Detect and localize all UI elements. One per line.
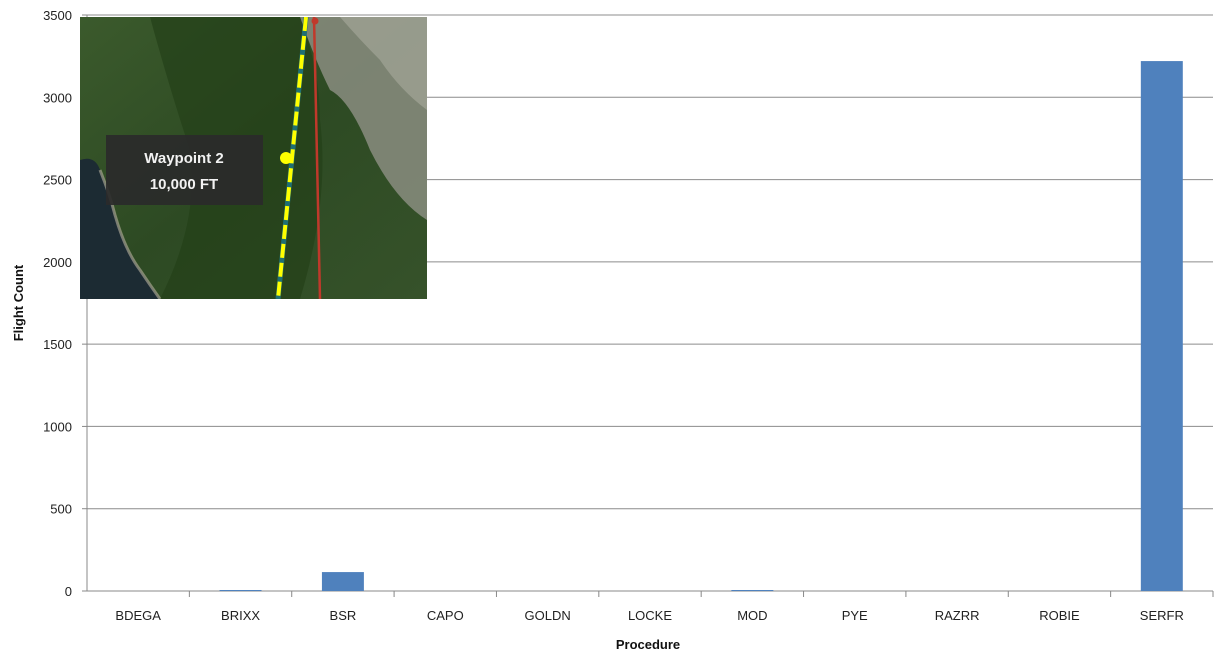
y-tick-labels: 0 500 1000 1500 2000 2500 3000 3500 [43,8,72,599]
bar-serfr [1140,61,1183,591]
y-tick-label: 2000 [43,255,72,270]
waypoint-label-line2: 10,000 FT [150,176,218,193]
x-tick-label: MOD [737,608,767,623]
track-line [312,17,322,299]
bar-mod [731,590,774,592]
y-tick-label: 1000 [43,419,72,434]
y-tick-label: 0 [65,584,72,599]
y-tick-label: 3500 [43,8,72,23]
y-tick-label: 1500 [43,337,72,352]
bars [219,61,1183,592]
x-tick-label: LOCKE [628,608,672,623]
waypoint-label-box [106,135,263,205]
x-tick-label: CAPO [427,608,464,623]
y-axis-title: Flight Count [11,264,26,341]
inset-map-image: Waypoint 2 10,000 FT [80,17,427,299]
x-tick-label: PYE [842,608,868,623]
urban-area-patch [340,17,427,110]
x-tick-label: ROBIE [1039,608,1080,623]
x-tick-label: BRIXX [221,608,260,623]
x-tick-label: RAZRR [935,608,980,623]
x-tick-label: BSR [330,608,357,623]
x-tick-labels: BDEGA BRIXX BSR CAPO GOLDN LOCKE MOD PYE RAZRR RO… [115,591,1214,623]
waypoint-label-line1: Waypoint 2 [144,150,223,167]
y-tick-label: 2500 [43,173,72,188]
waypoint-marker [280,152,292,164]
track-endpoint [311,17,319,25]
x-axis-title: Procedure [616,637,680,652]
x-tick-label: BDEGA [115,608,161,623]
x-tick-label: GOLDN [525,608,571,623]
bar-brixx [219,590,262,592]
y-tick-label: 3000 [43,90,72,105]
y-tick-label: 500 [50,502,72,517]
x-tick-label: SERFR [1140,608,1184,623]
ocean-water [80,158,160,299]
bar-bsr [321,572,364,591]
